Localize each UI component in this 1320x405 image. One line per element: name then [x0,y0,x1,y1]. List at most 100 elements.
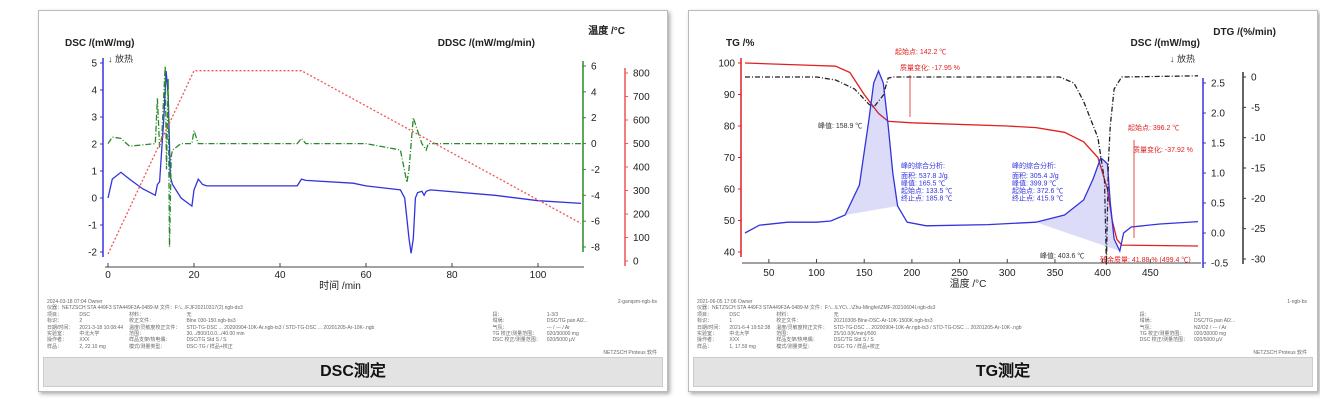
right1-tick-label: 6 [591,62,597,73]
left-tick-label: 4 [91,86,97,97]
instrument-line: 仪器：NETZSCH STA 449F3 STA449F3A-0489-M 文件… [697,305,936,312]
left-tick-label: 2 [91,140,97,151]
meta-row: 项目： DSC 材料： 无 段： 1-3/3 [47,312,594,318]
meta-cell: 气氛： [492,324,508,331]
peak-analysis-1-line: 终止点: 185.8 ℃ [901,194,952,203]
peak-analysis-1-line: 面积: 537.8 J/g [901,171,948,180]
meta-cell: TG 校正/测量范围： [492,331,538,338]
right2-tick-label: -15 [1251,164,1266,175]
right1-tick-label: -6 [591,217,600,228]
meta-cell: 样品： [47,343,63,350]
left-tick-label: -1 [88,221,97,232]
meta-cell: 坩埚： [1139,318,1155,325]
meta-cell: 1-3/3 [546,311,559,318]
annotation-dtg-peak-1: 峰值: 158.9 ℃ [818,121,862,130]
series-DSC [744,69,1199,254]
right1-axis-title: DDSC /(mW/mg/min) [438,38,535,49]
left-tick-label: 60 [724,185,736,196]
footer-id: 2-ganqsm-ngb-bs [617,299,657,305]
meta-cell: DSC-TG / 样品+校正 [833,343,880,350]
meta-cell: XXX [729,337,740,344]
right2-tick-label: 800 [633,69,650,80]
instrument-line: 仪器：NETZSCH STA 449F3 STA449F3A-0489-M 文件… [47,305,243,312]
tg-panel: 2021-06-05 17:06 Owner 1-ngb-bs 仪器：NETZSC… [688,10,1318,392]
footer-info: 2024-03-18 07:04 Owner 2-ganqsm-ngb-bs 仪器… [47,299,657,357]
brand: NETZSCH Proteus 软件 [1253,350,1307,357]
right2-axis-title: 温度 /°C [588,24,625,37]
meta-cell: 标识： [47,318,63,325]
peak-analysis-1-line: 峰值: 165.5 ℃ [901,179,945,188]
right2-tick-label: -20 [1251,194,1266,205]
meta-cell: 模式/测量类型： [776,343,813,350]
meta-cell: 校正文件： [776,318,802,325]
meta-row: 标识： 2 校正文件： Blne 030-150.ngb-bs3 坩埚： DSC/TG p… [47,318,594,324]
series-TG [744,62,1199,247]
meta-cell: 2021-3-18 10:08:44 [79,324,124,331]
peak-analysis-1-line: 起始点: 133.5 ℃ [901,186,952,195]
right1-tick-label: -8 [591,243,600,254]
meta-cell: 标识： [697,318,713,325]
left-tick-label: -2 [88,248,97,259]
x-tick-label: 350 [1047,268,1064,279]
meta-cell: 020/30000 mg [546,331,579,338]
series-DDSC [107,65,581,248]
meta-cell: 操作者： [47,337,68,344]
meta-cell: 日期/时间： [697,324,724,331]
right2-tick-label: -5 [1251,103,1260,114]
meta-cell: 1/1 [1194,311,1201,318]
peak-analysis-1-title: 峰的综合分析: [901,161,945,170]
right1-tick-label: 1.0 [1211,169,1225,180]
meta-cell: Blne 030-150.ngb-bs3 [186,318,236,325]
x-tick-label: 150 [856,268,873,279]
left-tick-label: 100 [718,59,735,70]
meta-cell: STD-TG-DSC ... 20200904-10K-Ar.ngb-ts3 /… [186,324,375,331]
meta-cell: 范围： [129,331,145,338]
series-DSC [107,71,582,254]
meta-cell: TG 校正/测量范围： [1139,331,1185,338]
x-tick-label: 100 [808,268,825,279]
right1-tick-label: 2.0 [1211,109,1225,120]
caption-dsc: DSC测定 [43,357,663,387]
right1-tick-label: -0.5 [1211,259,1229,270]
right2-tick-label: 200 [633,210,650,221]
meta-cell: 样品支架/热电偶： [129,337,171,344]
meta-cell: DSC [79,311,90,318]
meta-row: 操作者： XXX 样品支架/热电偶： DSC/TG Std S / S DSC 校正/测… [697,337,1241,343]
left-tick-label: 5 [91,59,97,70]
meta-cell: 项目： [47,311,63,318]
meta-cell: DSC 校正/测量范围： [1139,337,1188,344]
footer-date: 2021-06-05 17:06 Owner [697,299,753,305]
meta-cell: 1 [729,318,733,325]
right2-tick-label: 500 [633,139,650,150]
meta-cell: 材料： [776,311,792,318]
meta-table: 项目： DSC 材料： 无 段： 1-3/3 标识： 2 校正文件： Blne 030-150.n… [47,312,594,350]
right2-tick-label: -10 [1251,133,1266,144]
meta-row: 标识： 1 校正文件： 20210308-Blne-DSC-Ar-10K-1500K.… [697,318,1241,324]
meta-row: 样品： 1, 17.59 mg 模式/测量类型： DSC-TG / 样品+校正 [697,344,1241,350]
exo-direction-label: ↓ 放热 [1170,53,1195,64]
meta-cell: 材料： [129,311,145,318]
x-axis-title: 温度 /°C [950,277,987,290]
annotation-mass-change-2: 质量变化: -37.92 % [1133,145,1193,154]
left-tick-label: 80 [724,122,736,133]
exo-direction-label: ↓ 放热 [108,53,133,64]
left-tick-label: 50 [724,216,736,227]
left-tick-label: 0 [91,194,97,205]
meta-cell: DSC/TG Std S / S [833,337,874,344]
x-tick-label: 0 [105,270,111,281]
meta-cell: 1, 17.59 mg [729,343,756,350]
meta-cell: 温度/灵敏度校正文件： [776,324,828,331]
meta-cell: STD-TG-DSC ... 20200904-10K-Ar.ngb-ts3 /… [833,324,1022,331]
meta-cell: DSC/TG pan Al2... [1194,318,1236,325]
annotation-residual-mass: 残余质量: 41.88 % (499.4 ℃) [1100,255,1191,264]
right2-tick-label: 0 [633,257,639,268]
x-tick-label: 300 [999,268,1016,279]
meta-row: 实验室： 中北大学 范围： 30.../800/10.0.../40.00 min TG… [47,331,594,337]
x-tick-label: 450 [1142,268,1159,279]
right1-tick-label: -2 [591,165,600,176]
meta-cell: 30.../800/10.0.../40.00 min [186,331,245,338]
right1-tick-label: 2 [591,113,597,124]
x-tick-label: 40 [274,270,286,281]
x-tick-label: 100 [530,270,547,281]
